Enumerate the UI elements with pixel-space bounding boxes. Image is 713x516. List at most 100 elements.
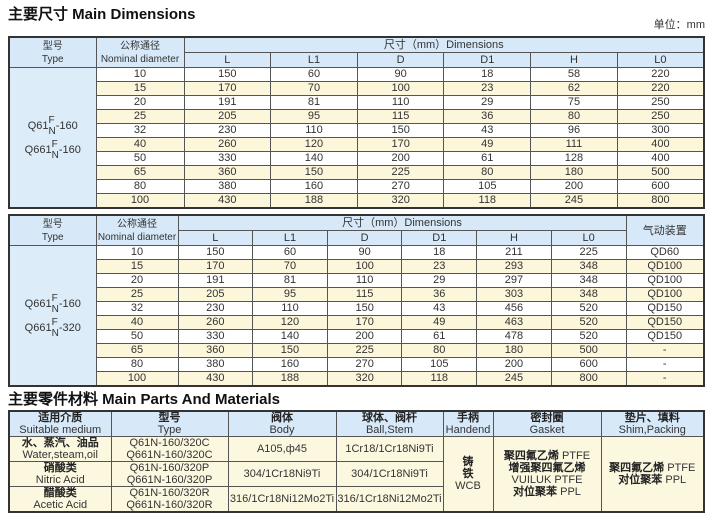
header-d: D	[356, 52, 445, 68]
table-cell: 80	[95, 357, 179, 372]
table-cell: 188	[270, 193, 358, 209]
table-row: 25 205 95 115 36 80 250	[9, 109, 705, 124]
table-cell: 95	[252, 287, 328, 302]
handend-line: WCB	[455, 480, 481, 492]
header-cn: 型号	[158, 412, 181, 424]
table-cell: 18	[401, 245, 478, 260]
unit-label: 单位：mm	[653, 19, 705, 31]
table-row: 32 230 110 150 43 96 300	[9, 123, 705, 138]
table-cell: 128	[530, 151, 618, 166]
table-cell: 600	[550, 357, 627, 372]
table-cell: 320	[326, 371, 403, 387]
type-cell: Q61N-160/320P Q661N-160/320P	[110, 461, 229, 487]
header-cn: 适用介质	[38, 412, 83, 424]
table-cell: 43	[443, 123, 532, 138]
table-cell: 36	[401, 287, 478, 302]
materials-header: 型号 Type	[110, 410, 229, 437]
table-cell: 188	[252, 371, 328, 387]
table-cell: 50	[95, 151, 185, 166]
table-cell: 800	[616, 193, 705, 209]
table-cell: 100	[356, 81, 445, 96]
header-dn-en2: diameter	[137, 231, 177, 243]
header-en: Suitable medium	[19, 424, 102, 436]
gasket-cell: 聚四氟乙烯 PTFE 增强聚四氟乙烯 VUILUK PTFE 对位聚苯 PPL	[492, 436, 602, 513]
table-cell: 400	[616, 151, 705, 166]
table-cell: QD100	[625, 287, 705, 302]
gasket-line: 聚四氟乙烯 PTFE	[494, 450, 600, 462]
table-cell: 20	[95, 95, 185, 110]
table-cell: 348	[550, 259, 627, 274]
table-cell: 220	[616, 81, 705, 96]
type-base: Q661	[24, 321, 52, 334]
table-cell: 330	[183, 151, 272, 166]
table-cell: 478	[476, 329, 552, 344]
medium-cn: 硝酸类	[43, 462, 77, 475]
materials-header: 球体、阀杆 Ball,Stem	[335, 410, 444, 437]
table-cell: 62	[530, 81, 618, 96]
table-cell: 49	[401, 315, 478, 330]
header-type-cn: 型号	[42, 218, 63, 230]
gasket-cn: 聚四氟乙烯	[503, 450, 559, 462]
table-cell: 60	[252, 245, 328, 260]
table-row: Q661F N-160 Q661F N-320 10 150 60 90 18 211 225 QD6…	[8, 245, 705, 387]
table-cell: 29	[401, 273, 478, 288]
table-row: 20 191 81 110 29 297 348 QD100	[9, 273, 705, 288]
table-cell: 118	[443, 193, 532, 209]
table-cell: 110	[326, 273, 403, 288]
table-cell: 456	[476, 301, 552, 316]
table-cell: 250	[616, 109, 705, 124]
medium-cell: 水、蒸汽、油品 Water,steam,oil	[8, 436, 112, 462]
header-cn: 手柄	[457, 412, 479, 424]
dimensions-table-2: 型号 Type 公称通径 Nominal diameter 尺寸（mm）Dimens…	[8, 214, 705, 387]
table-row: 65 360 150 225 80 180 500	[9, 165, 705, 180]
table-cell: 111	[530, 137, 618, 152]
header-dn-en1: Nominal	[97, 231, 135, 243]
medium-cn: 水、蒸汽、油品	[21, 437, 99, 450]
table-cell: 150	[270, 165, 358, 180]
table-cell: 95	[270, 109, 358, 124]
type-cell: Q61N-160/320C Q661N-160/320C	[110, 436, 229, 462]
table-cell: 60	[270, 67, 358, 82]
table-cell: 430	[183, 193, 272, 209]
header-en: Ball,Stem	[365, 424, 414, 436]
table-cell: 40	[95, 137, 185, 152]
table-cell: 25	[95, 287, 179, 302]
header-actuator: 气动装置	[625, 214, 705, 246]
table-cell: 303	[476, 287, 552, 302]
table-cell: 200	[356, 151, 445, 166]
table-cell: 600	[616, 179, 705, 194]
header-l0: L0	[550, 230, 627, 246]
table-cell: 348	[550, 287, 627, 302]
header-cn: 垫片、填料	[624, 412, 680, 424]
table-cell: 100	[95, 193, 185, 209]
header-l1: L1	[252, 230, 328, 246]
stem-cell: 1Cr18/1Cr18Ni9Ti	[335, 436, 444, 462]
table-cell: 270	[326, 357, 403, 372]
table-cell: 81	[252, 273, 328, 288]
table-cell: 211	[476, 245, 552, 260]
table-cell: 10	[95, 67, 185, 82]
gasket-line: VUILUK PTFE	[494, 474, 600, 486]
header-cn: 阀体	[271, 412, 293, 424]
table-cell: 380	[183, 179, 272, 194]
table-cell: 150	[252, 343, 328, 358]
type-suffix: -160	[58, 143, 81, 156]
table-cell: 180	[476, 343, 552, 358]
table-cell: 270	[356, 179, 445, 194]
table-row: 50 330 140 200 61 128 400	[9, 151, 705, 166]
table-cell: 43	[401, 301, 478, 316]
type-suffix: -160	[55, 119, 78, 132]
body-cell: A105,ф45	[227, 436, 337, 462]
table-cell: 200	[326, 329, 403, 344]
type-base: Q661	[24, 297, 52, 310]
header-dn-cn: 公称通径	[117, 218, 157, 230]
header-cn: 球体、阀杆	[362, 412, 417, 424]
table-cell: 115	[356, 109, 445, 124]
table-cell: 110	[252, 301, 328, 316]
type-1: Q61N-160/320C	[129, 437, 210, 450]
table-row: 80 380 160 270 105 200 600	[9, 179, 705, 194]
header-l0: L0	[616, 52, 705, 68]
table-cell: 360	[183, 165, 272, 180]
table-cell: 225	[356, 165, 445, 180]
